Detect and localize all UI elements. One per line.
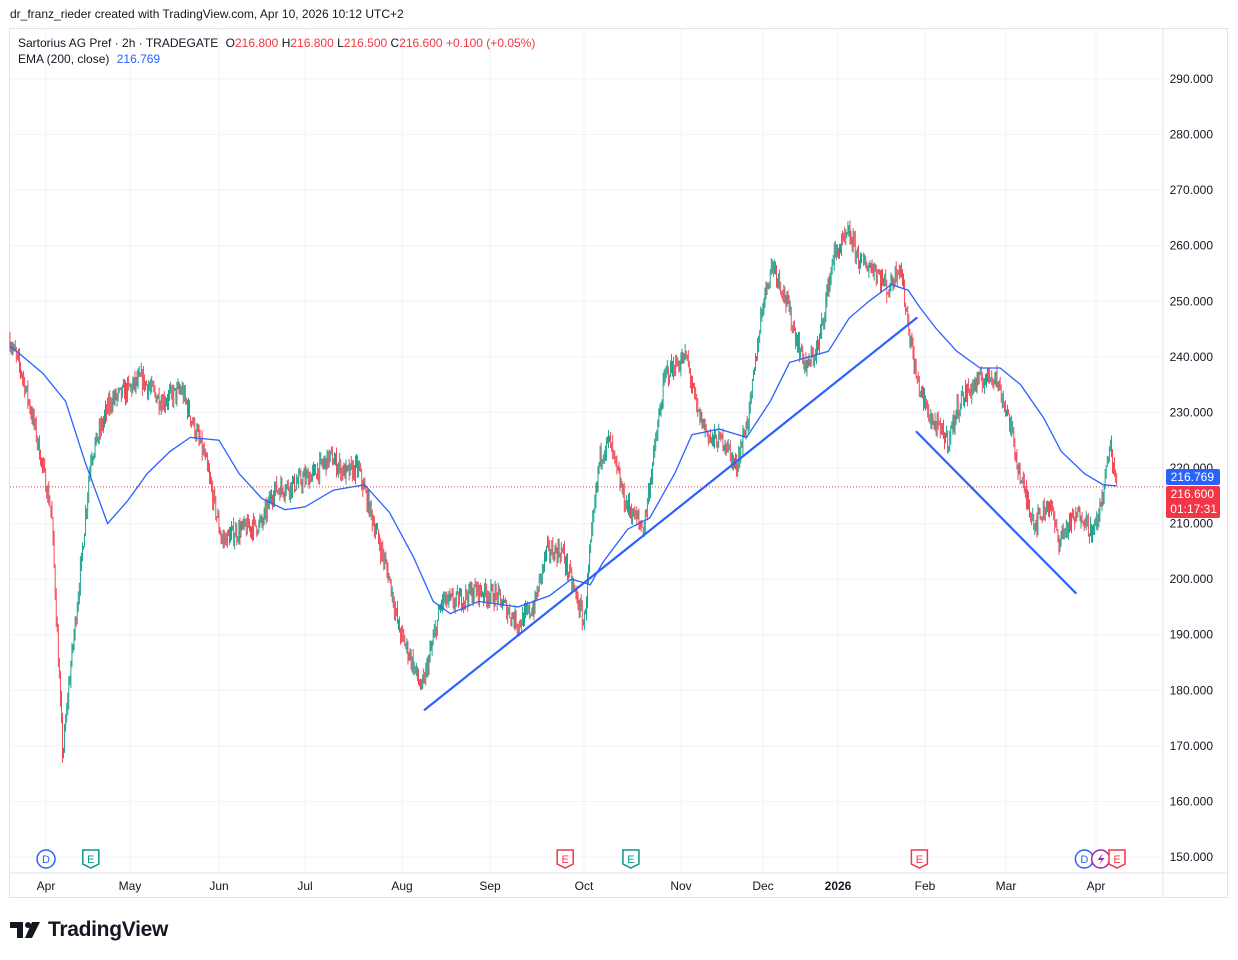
x-tick-label: Nov <box>670 879 691 893</box>
earnings-marker[interactable] <box>622 849 640 869</box>
trendline-layer <box>423 316 1077 711</box>
trendline[interactable] <box>915 430 1077 595</box>
bar-countdown: 01:17:31 <box>1170 502 1217 516</box>
y-tick-label: 290.000 <box>1170 72 1214 86</box>
grid-lines <box>10 29 1163 873</box>
legend-close-label: C <box>390 36 400 50</box>
chart-attribution: dr_franz_rieder created with TradingView… <box>10 7 404 21</box>
x-axis: Apr May Jun Jul Aug Sep Oct Nov Dec 2026 Feb Mar Apr <box>37 879 1106 893</box>
ema-series <box>9 283 1118 615</box>
x-tick-label: Dec <box>752 879 773 893</box>
ema-price-badge <box>1166 468 1220 485</box>
tradingview-logo-icon <box>10 922 40 938</box>
y-tick-label: 270.000 <box>1170 183 1214 197</box>
tradingview-wordmark: TradingView <box>48 918 169 941</box>
y-tick-label: 280.000 <box>1170 128 1214 142</box>
legend-low-value: 216.500 <box>343 36 388 50</box>
legend-ohlc-row: Sartorius AG Pref · 2h · TRADEGATE O216.… <box>18 35 535 51</box>
y-tick-label: 240.000 <box>1170 350 1214 364</box>
legend-low-label: L <box>337 36 344 50</box>
ema-price-badge-value: 216.769 <box>1171 470 1215 484</box>
y-tick-label: 250.000 <box>1170 294 1214 308</box>
dividend-marker-letter: D <box>1080 854 1088 866</box>
earnings-marker[interactable] <box>556 849 574 869</box>
legend-open-value: 216.800 <box>234 36 279 50</box>
x-tick-label: May <box>119 879 142 893</box>
y-tick-label: 190.000 <box>1170 628 1214 642</box>
y-tick-label: 180.000 <box>1170 683 1214 697</box>
legend-symbol[interactable]: Sartorius AG Pref · 2h · TRADEGATE <box>18 36 219 50</box>
legend-close-value: 216.600 <box>399 36 443 50</box>
y-tick-label: 210.000 <box>1170 517 1214 531</box>
earnings-marker[interactable] <box>82 849 100 869</box>
chart-frame <box>9 28 1228 898</box>
ema-line[interactable] <box>9 283 1118 615</box>
dividend-marker[interactable] <box>36 849 56 869</box>
chart-legend: Sartorius AG Pref · 2h · TRADEGATE O216.… <box>18 35 535 67</box>
legend-ema-label: EMA (200, close) <box>18 52 110 66</box>
x-tick-label: Oct <box>575 879 594 893</box>
trendline[interactable] <box>423 316 918 711</box>
earnings-marker-letter: E <box>1113 854 1120 866</box>
x-tick-label: Aug <box>391 879 412 893</box>
last-price-badge-value: 216.600 <box>1171 487 1215 501</box>
y-tick-label: 200.000 <box>1170 572 1214 586</box>
earnings-marker-letter: E <box>562 854 569 866</box>
last-price-badge <box>1166 485 1220 518</box>
legend-ema-value: 216.769 <box>116 52 161 66</box>
legend-high-label: H <box>281 36 291 50</box>
earnings-marker-letter: E <box>87 854 94 866</box>
x-tick-label: Jun <box>209 879 228 893</box>
legend-high-value: 216.800 <box>290 36 334 50</box>
y-tick-label: 150.000 <box>1170 850 1214 864</box>
x-tick-label: 2026 <box>825 879 852 893</box>
x-tick-label: Apr <box>37 879 56 893</box>
y-tick-label: 230.000 <box>1170 405 1214 419</box>
y-axis: 150.000 160.000 170.000 180.000 190.000 200.0… <box>10 29 1228 898</box>
y-tick-label: 260.000 <box>1170 239 1214 253</box>
y-tick-label: 170.000 <box>1170 739 1214 753</box>
earnings-marker[interactable] <box>1108 849 1126 869</box>
legend-ema-row[interactable]: EMA (200, close) 216.769 <box>18 51 535 67</box>
x-tick-label: Apr <box>1087 879 1106 893</box>
earnings-marker-letter: E <box>916 854 923 866</box>
legend-change: +0.100 (+0.05%) <box>445 36 536 50</box>
earnings-marker-letter: E <box>627 854 634 866</box>
x-tick-label: Feb <box>915 879 936 893</box>
legend-open-label: O <box>225 36 235 50</box>
earnings-marker[interactable] <box>910 849 929 869</box>
y-tick-label: 160.000 <box>1170 794 1214 808</box>
tradingview-logo[interactable]: TradingView <box>10 918 168 942</box>
x-tick-label: Mar <box>996 879 1017 893</box>
dividend-marker-letter: D <box>42 854 50 866</box>
x-tick-label: Jul <box>297 879 312 893</box>
lightning-icon <box>1097 853 1105 865</box>
x-tick-label: Sep <box>479 879 501 893</box>
